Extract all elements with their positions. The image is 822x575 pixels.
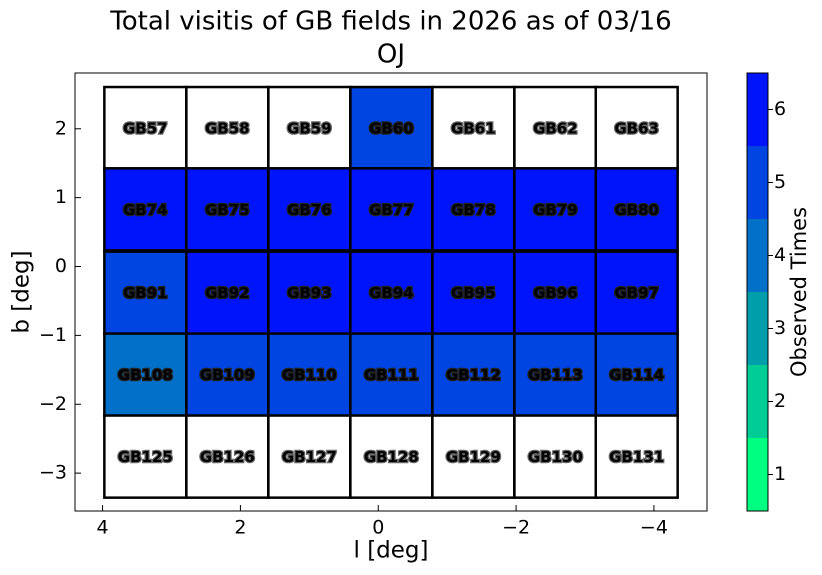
cell-label: GB96: [533, 284, 578, 302]
cell: [513, 332, 598, 417]
cell-label: GB95: [451, 284, 496, 302]
y-tick-label: −1: [39, 324, 67, 346]
x-tick-label: 4: [97, 517, 109, 539]
plot-frame: [74, 72, 708, 512]
y-tick-label: −2: [39, 393, 67, 415]
cell: [185, 167, 270, 252]
cell-label: GB108: [118, 366, 173, 384]
colorbar-segment: [747, 365, 768, 438]
x-tick-label: −2: [502, 517, 530, 539]
cell-label: GB80: [614, 201, 659, 219]
colorbar-tick-label: 3: [774, 317, 786, 339]
y-tick-label: 1: [55, 186, 67, 208]
colorbar-frame: [746, 72, 769, 512]
cell: [431, 167, 516, 252]
cell: [103, 167, 188, 252]
cell-label: GB112: [446, 366, 501, 384]
cell: [513, 250, 598, 336]
colorbar-segment: [747, 219, 768, 292]
cell: [349, 85, 434, 171]
cell-label: GB75: [205, 201, 250, 219]
cell-label: GB131: [609, 448, 664, 466]
cell-label: GB114: [609, 366, 664, 384]
cell-label: GB58: [205, 120, 250, 138]
cell: [267, 414, 352, 499]
y-tick-label: 2: [55, 117, 67, 139]
colorbar-tick-label: 5: [774, 171, 786, 193]
colorbar-tick-label: 4: [774, 244, 786, 266]
colorbar-segment: [747, 146, 768, 219]
y-tick-label: 0: [55, 255, 67, 277]
cell-label: GB93: [287, 284, 332, 302]
x-axis-label: l [deg]: [354, 538, 429, 564]
cell-label: GB127: [282, 448, 337, 466]
cell-label: GB129: [446, 448, 501, 466]
cell: [594, 85, 679, 171]
cell: [267, 250, 352, 336]
cell-label: GB76: [287, 201, 332, 219]
cell-label: GB61: [451, 120, 496, 138]
cell: [103, 250, 188, 336]
colorbar-tick-label: 6: [774, 98, 786, 120]
colorbar-segment: [747, 438, 768, 511]
cell: [431, 332, 516, 417]
cell-label: GB125: [118, 448, 173, 466]
colorbar-segment: [747, 73, 768, 146]
cell-label: GB78: [451, 201, 496, 219]
cell-label: GB109: [200, 366, 255, 384]
chart-title: Total visitis of GB fields in 2026 as of…: [109, 7, 671, 37]
cell: [349, 414, 434, 499]
x-tick-label: 2: [234, 517, 246, 539]
x-tick-label: −4: [640, 517, 668, 539]
cell-label: GB60: [369, 120, 414, 138]
colorbar-label: Observed Times: [787, 207, 811, 377]
cell-label: GB97: [614, 284, 659, 302]
cell-label: GB59: [287, 120, 332, 138]
cell-label: GB77: [369, 201, 414, 219]
cell: [349, 167, 434, 252]
y-tick-label: −3: [39, 462, 67, 484]
colorbar-tick-label: 2: [774, 390, 786, 412]
cell-label: GB94: [369, 284, 414, 302]
cell: [594, 167, 679, 252]
cell: [185, 414, 270, 499]
cell-label: GB63: [614, 120, 659, 138]
cell: [103, 414, 188, 499]
y-axis-label: b [deg]: [9, 250, 35, 333]
cell: [513, 85, 598, 171]
chart-subtitle: OJ: [377, 40, 405, 70]
x-tick-label: 0: [372, 517, 384, 539]
cell-label: GB111: [364, 366, 419, 384]
cell-label: GB126: [200, 448, 255, 466]
cell-label: GB110: [282, 366, 337, 384]
cell-label: GB130: [528, 448, 583, 466]
cell: [185, 332, 270, 417]
cell-label: GB57: [123, 120, 168, 138]
cell-label: GB91: [123, 284, 168, 302]
cell: [103, 332, 188, 417]
cell-label: GB62: [533, 120, 578, 138]
colorbar-tick-label: 1: [774, 463, 786, 485]
cell-label: GB92: [205, 284, 250, 302]
cell-label: GB79: [533, 201, 578, 219]
colorbar-segment: [747, 292, 768, 365]
cell-label: GB74: [123, 201, 168, 219]
cell-label: GB113: [528, 366, 583, 384]
cell: [594, 414, 679, 499]
cell-label: GB128: [364, 448, 419, 466]
cell: [185, 250, 270, 336]
